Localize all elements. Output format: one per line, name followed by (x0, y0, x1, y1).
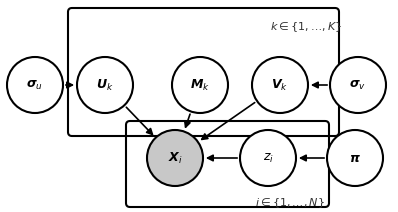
Circle shape (147, 130, 203, 186)
Circle shape (240, 130, 296, 186)
Text: $\boldsymbol{\sigma}_v$: $\boldsymbol{\sigma}_v$ (349, 78, 367, 92)
Circle shape (7, 57, 63, 113)
Circle shape (330, 57, 386, 113)
Circle shape (327, 130, 383, 186)
Text: $i \in \{1,\ldots,N\}$: $i \in \{1,\ldots,N\}$ (255, 196, 325, 210)
Circle shape (252, 57, 308, 113)
Text: $\boldsymbol{\pi}$: $\boldsymbol{\pi}$ (349, 152, 361, 165)
Circle shape (77, 57, 133, 113)
Text: $\boldsymbol{U}_k$: $\boldsymbol{U}_k$ (96, 77, 114, 93)
Text: $\boldsymbol{V}_k$: $\boldsymbol{V}_k$ (271, 77, 289, 93)
Text: $z_i$: $z_i$ (263, 151, 273, 165)
Text: $\boldsymbol{\sigma}_u$: $\boldsymbol{\sigma}_u$ (27, 78, 43, 92)
Text: $k \in \{1,\ldots,K\}$: $k \in \{1,\ldots,K\}$ (270, 20, 342, 34)
Text: $\boldsymbol{M}_k$: $\boldsymbol{M}_k$ (190, 77, 210, 93)
Circle shape (172, 57, 228, 113)
Text: $\boldsymbol{X}_i$: $\boldsymbol{X}_i$ (168, 151, 182, 166)
